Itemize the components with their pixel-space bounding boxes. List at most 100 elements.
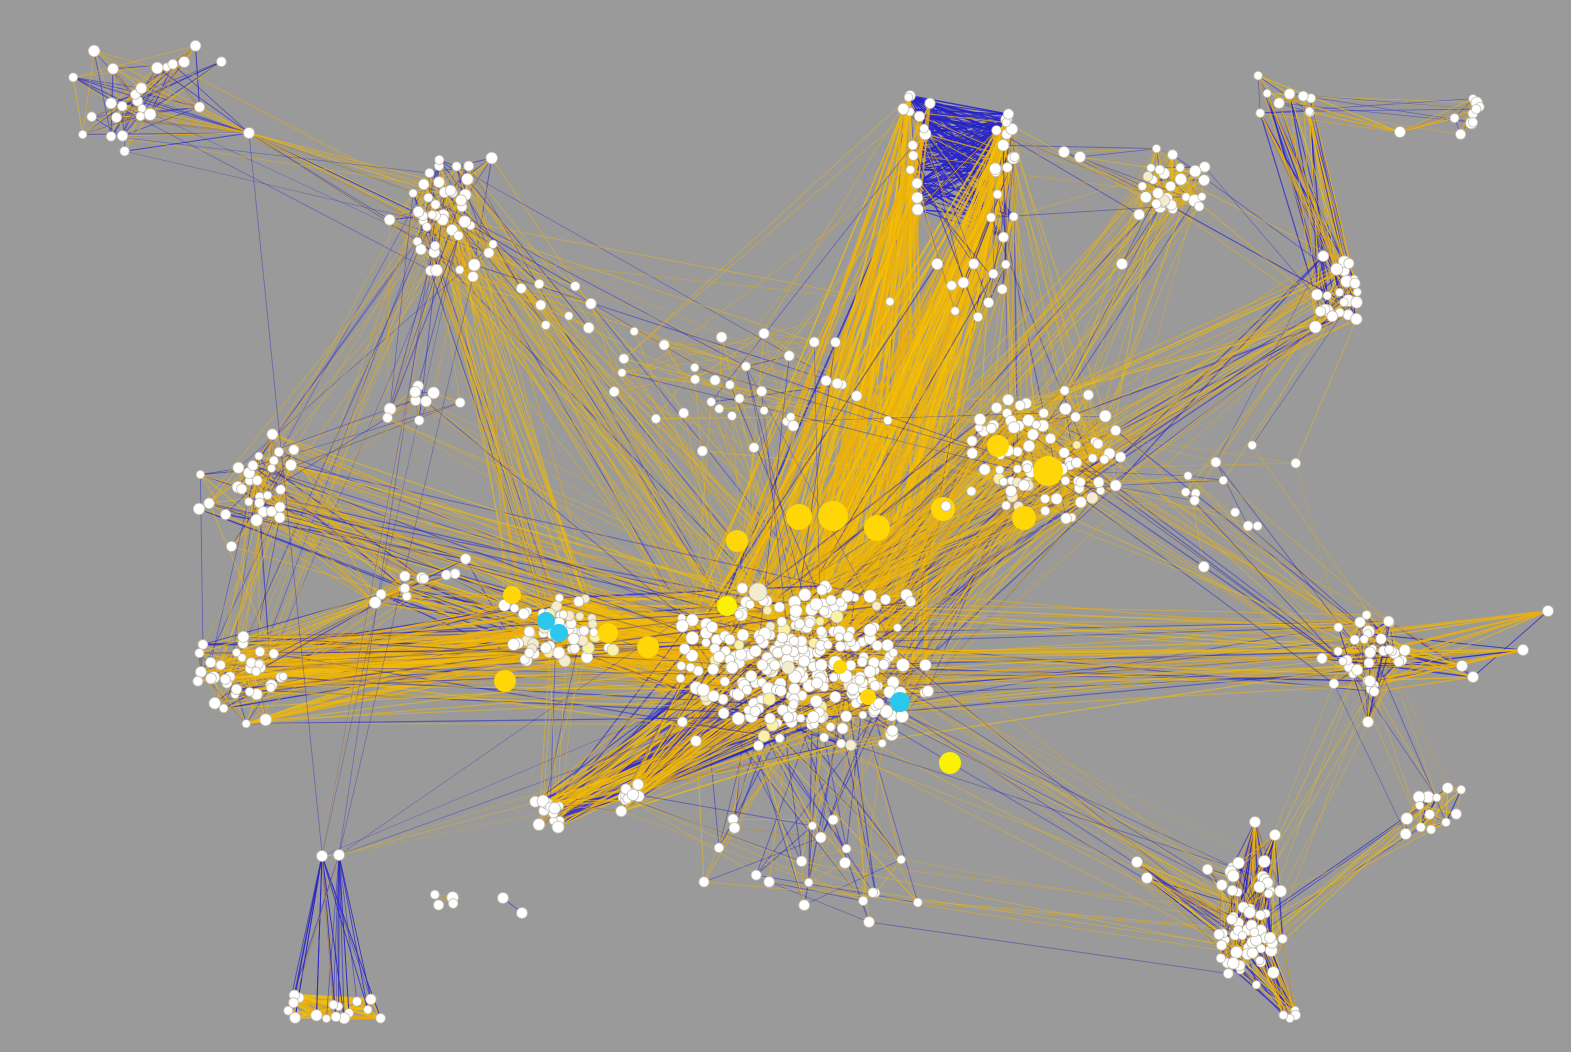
graph-node[interactable] <box>1363 675 1376 688</box>
graph-node[interactable] <box>254 646 266 657</box>
graph-node[interactable] <box>788 670 802 684</box>
graph-node[interactable] <box>1058 447 1070 459</box>
graph-node[interactable] <box>796 713 806 723</box>
graph-node[interactable] <box>957 276 970 289</box>
graph-node[interactable] <box>1252 521 1263 531</box>
graph-node[interactable] <box>782 711 794 724</box>
graph-node[interactable] <box>1322 291 1332 301</box>
graph-node[interactable] <box>608 386 620 398</box>
graph-node[interactable] <box>363 1005 373 1015</box>
graph-node[interactable] <box>701 637 711 648</box>
graph-node[interactable] <box>570 281 581 292</box>
graph-node[interactable] <box>68 72 79 83</box>
graph-node[interactable] <box>986 212 997 223</box>
graph-node[interactable] <box>795 855 808 867</box>
graph-node[interactable] <box>756 385 768 397</box>
graph-node[interactable] <box>551 820 565 834</box>
graph-node[interactable] <box>763 876 775 888</box>
graph-node[interactable] <box>911 177 923 189</box>
graph-node[interactable] <box>1012 446 1023 457</box>
graph-node[interactable] <box>808 336 820 348</box>
graph-node[interactable] <box>1152 144 1162 154</box>
graph-node[interactable] <box>1359 634 1369 644</box>
graph-node[interactable] <box>814 658 828 672</box>
graph-node[interactable] <box>1050 492 1063 505</box>
graph-node[interactable] <box>1255 909 1266 921</box>
graph-node[interactable] <box>1114 451 1127 463</box>
graph-node[interactable] <box>578 625 590 637</box>
graph-node[interactable] <box>225 540 237 552</box>
graph-node[interactable] <box>809 597 823 611</box>
graph-node[interactable] <box>273 446 284 457</box>
graph-node[interactable] <box>871 601 882 611</box>
graph-node[interactable] <box>1467 117 1479 128</box>
graph-node[interactable] <box>265 682 276 693</box>
graph-node[interactable] <box>135 111 146 122</box>
graph-node[interactable] <box>375 1013 386 1024</box>
graph-node[interactable] <box>1152 187 1164 200</box>
graph-node[interactable] <box>1393 656 1405 668</box>
graph-node[interactable] <box>807 821 817 831</box>
graph-node[interactable] <box>871 640 883 652</box>
graph-node[interactable] <box>1257 855 1271 868</box>
graph-node[interactable] <box>244 497 254 507</box>
graph-node[interactable] <box>232 461 245 474</box>
graph-node[interactable] <box>972 311 984 323</box>
graph-node[interactable] <box>1022 463 1033 474</box>
graph-node[interactable] <box>773 601 786 613</box>
graph-node[interactable] <box>430 263 443 277</box>
graph-node[interactable] <box>845 659 857 671</box>
graph-node[interactable] <box>931 257 944 270</box>
graph-node[interactable] <box>1071 457 1083 469</box>
graph-node[interactable] <box>440 569 452 581</box>
graph-node[interactable] <box>278 671 288 682</box>
graph-node[interactable] <box>827 814 839 826</box>
graph-node[interactable] <box>1005 485 1018 498</box>
graph-node[interactable] <box>430 199 441 210</box>
graph-node[interactable] <box>1227 957 1240 970</box>
graph-node[interactable] <box>781 660 796 675</box>
graph-node[interactable] <box>1099 454 1110 465</box>
graph-node[interactable] <box>1349 634 1360 646</box>
graph-node[interactable] <box>1352 287 1362 297</box>
graph-node[interactable] <box>463 160 475 172</box>
graph-node[interactable] <box>966 447 979 460</box>
graph-node[interactable] <box>1350 312 1363 326</box>
graph-node[interactable] <box>707 663 720 676</box>
graph-node[interactable] <box>1314 305 1327 317</box>
graph-node[interactable] <box>220 508 232 520</box>
graph-node[interactable] <box>237 630 250 643</box>
graph-node[interactable] <box>748 442 760 453</box>
graph-node[interactable] <box>905 165 916 175</box>
graph-node[interactable] <box>1277 933 1288 944</box>
graph-node[interactable] <box>1141 872 1153 884</box>
graph-node[interactable] <box>422 222 432 232</box>
graph-node[interactable] <box>1007 421 1021 434</box>
graph-node[interactable] <box>105 97 117 110</box>
graph-node[interactable] <box>451 161 462 172</box>
graph-node[interactable] <box>846 682 860 696</box>
graph-node[interactable] <box>151 61 164 75</box>
graph-node[interactable] <box>1326 310 1339 323</box>
graph-node[interactable] <box>1189 495 1200 506</box>
graph-node-gold[interactable] <box>1033 456 1063 486</box>
graph-node[interactable] <box>758 327 770 340</box>
graph-node[interactable] <box>741 361 752 372</box>
graph-node[interactable] <box>205 656 217 669</box>
graph-node[interactable] <box>231 648 241 658</box>
graph-node[interactable] <box>1311 288 1324 301</box>
graph-node[interactable] <box>449 568 461 580</box>
graph-node[interactable] <box>713 842 725 854</box>
graph-node[interactable] <box>1060 512 1072 525</box>
graph-node[interactable] <box>434 154 445 165</box>
graph-node[interactable] <box>912 897 923 908</box>
graph-node[interactable] <box>427 386 440 400</box>
graph-node[interactable] <box>913 110 926 123</box>
graph-node[interactable] <box>828 672 839 683</box>
graph-node[interactable] <box>983 297 995 309</box>
graph-node[interactable] <box>788 699 799 710</box>
graph-node[interactable] <box>1086 491 1099 504</box>
graph-node[interactable] <box>433 176 445 189</box>
graph-node[interactable] <box>86 111 97 122</box>
graph-node[interactable] <box>1092 476 1105 489</box>
